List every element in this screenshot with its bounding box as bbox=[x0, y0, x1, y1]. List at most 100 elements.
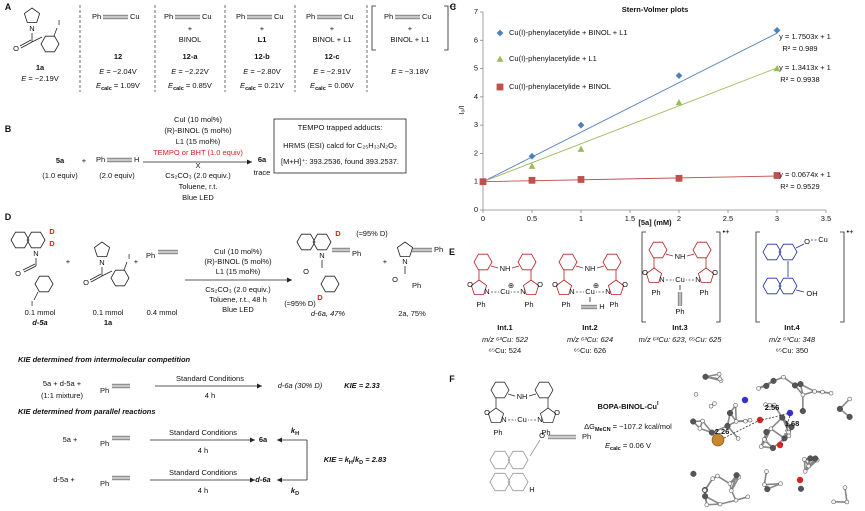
text-span: E bbox=[96, 81, 102, 90]
label: Standard Conditions bbox=[176, 374, 244, 383]
text-span: Cu bbox=[422, 12, 432, 21]
text-span: calc bbox=[315, 86, 326, 92]
label: E = −2.19V bbox=[21, 74, 59, 83]
label: D bbox=[5, 212, 12, 222]
text-span: 12-a bbox=[182, 52, 198, 61]
text-span: NH bbox=[500, 264, 511, 273]
text-span: Int.4 bbox=[784, 323, 800, 332]
text-span: N bbox=[520, 287, 525, 296]
text-span: I bbox=[128, 252, 130, 261]
text-span: k bbox=[291, 486, 296, 495]
label: O bbox=[13, 44, 19, 53]
label: Ecalc = 1.09V bbox=[96, 81, 140, 92]
label: Cs₂CO₃ (2.0 equiv.) bbox=[165, 171, 231, 180]
label: [5a] (mM) bbox=[638, 218, 672, 227]
text-span: Int.3 bbox=[672, 323, 687, 332]
text-span: (1:1 mixture) bbox=[41, 391, 84, 400]
text-span: E bbox=[99, 67, 105, 76]
atom bbox=[726, 410, 734, 417]
label: NH bbox=[675, 252, 686, 261]
ring bbox=[312, 233, 332, 251]
label: CuI (10 mol%) bbox=[174, 115, 222, 124]
text-span: R² = 0.9529 bbox=[780, 182, 819, 191]
label: Int.2 bbox=[582, 323, 597, 332]
label: + bbox=[408, 24, 413, 33]
text-span: KIE determined from parallel reactions bbox=[18, 407, 156, 416]
atom bbox=[693, 392, 699, 397]
atom bbox=[717, 376, 723, 382]
text-span: L1 (15 mol%) bbox=[216, 267, 261, 276]
legend-marker bbox=[496, 83, 504, 91]
atom bbox=[836, 405, 843, 412]
atom bbox=[846, 413, 853, 420]
label: m/z ⁶³Cu: 623, ⁶⁵Cu: 625 bbox=[639, 335, 723, 344]
label: D bbox=[335, 229, 341, 238]
label: Ph bbox=[100, 386, 109, 395]
text-span: Ph bbox=[352, 249, 361, 258]
text-span: Ph bbox=[384, 12, 393, 21]
text-span: BINOL bbox=[179, 35, 202, 44]
data-point bbox=[773, 172, 781, 179]
atom bbox=[806, 463, 811, 469]
label: C bbox=[450, 2, 457, 12]
text-span: trace bbox=[254, 168, 271, 177]
label: Ph bbox=[493, 428, 502, 437]
label: kH bbox=[291, 426, 299, 437]
text-span: D bbox=[295, 491, 299, 497]
ring bbox=[648, 241, 668, 259]
label: Cu bbox=[517, 415, 527, 424]
label: N bbox=[659, 275, 664, 284]
label: Cu(I)-phenylacetylide + BINOL + L1 bbox=[509, 28, 628, 37]
text-span: N bbox=[484, 287, 489, 296]
text-span: E bbox=[310, 81, 316, 90]
ring bbox=[778, 243, 798, 261]
atom bbox=[769, 444, 776, 452]
text-span: E bbox=[240, 81, 246, 90]
text-span: + bbox=[66, 257, 71, 266]
ring bbox=[517, 253, 537, 271]
ring bbox=[602, 253, 622, 271]
text-span: Standard Conditions bbox=[169, 428, 237, 437]
text-span: = 0.85V bbox=[184, 81, 212, 90]
label: Ecalc = 0.21V bbox=[240, 81, 284, 92]
ring bbox=[320, 275, 340, 293]
label: L1 (15 mol%) bbox=[216, 267, 261, 276]
atom bbox=[756, 386, 761, 391]
text-span: m/z ⁶³Cu: 623, ⁶⁵Cu: 625 bbox=[639, 335, 723, 344]
label: 2a, 75% bbox=[398, 309, 426, 318]
ring bbox=[507, 472, 529, 492]
data-point bbox=[675, 99, 683, 106]
text-span: = 0.21V bbox=[256, 81, 284, 90]
label: 4 h bbox=[198, 446, 208, 455]
label: Cu bbox=[585, 287, 595, 296]
label: I₀/I bbox=[457, 105, 466, 114]
label: 0 bbox=[474, 205, 478, 214]
label: D bbox=[49, 239, 55, 248]
atom bbox=[786, 433, 792, 439]
ring bbox=[473, 253, 493, 271]
label: + bbox=[134, 257, 139, 266]
text-span: TEMPO trapped adducts: bbox=[298, 123, 383, 132]
text-span: k bbox=[345, 455, 350, 464]
label: 4 h bbox=[205, 391, 215, 400]
label: TEMPO trapped adducts: bbox=[298, 123, 383, 132]
label: N bbox=[33, 249, 38, 258]
bond bbox=[22, 263, 36, 271]
text-span: N bbox=[99, 258, 104, 267]
text-span: Ph bbox=[306, 12, 315, 21]
label: •+ bbox=[846, 227, 854, 236]
text-span: BINOL + L1 bbox=[390, 35, 429, 44]
label: O bbox=[537, 280, 543, 289]
label: d-6a (30% D) bbox=[278, 381, 323, 390]
label: 0.1 mmol bbox=[93, 308, 124, 317]
text-span: F bbox=[449, 374, 455, 384]
text-span: [M+H]⁺: 393.2536, found 393.2537. bbox=[281, 157, 399, 166]
text-span: Cu(I)-phenylacetylide + BINOL + L1 bbox=[509, 28, 628, 37]
label: Ph bbox=[92, 12, 101, 21]
text-span: Ph bbox=[146, 251, 155, 260]
label: 0.4 mmol bbox=[147, 308, 178, 317]
text-span: (R)-BINOL (5 mol%) bbox=[204, 257, 272, 266]
text-span: H bbox=[134, 155, 139, 164]
label: I bbox=[31, 299, 33, 308]
